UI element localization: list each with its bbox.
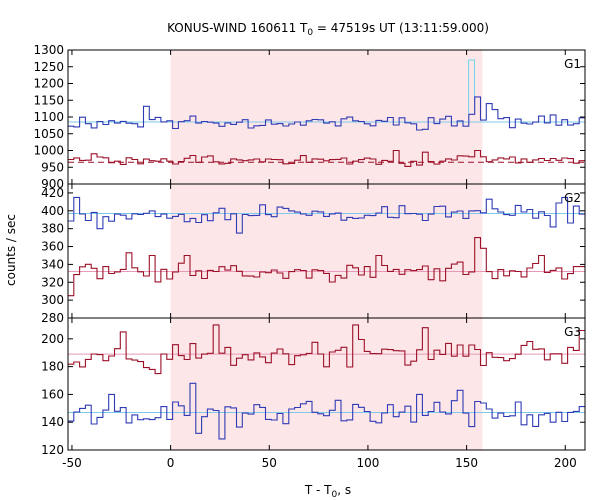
- y-tick-label: 1150: [33, 93, 64, 107]
- peak-bin: [468, 59, 476, 114]
- panel-label: G1: [564, 57, 581, 71]
- x-tick-label: 200: [554, 456, 577, 470]
- plot-area: 9009501000105011001150120012501300G12803…: [33, 43, 586, 470]
- red-light-curve: [68, 324, 585, 375]
- y-tick-label: 1000: [33, 144, 64, 158]
- panel-g3: 120 140 160 180 200 G3: [41, 317, 586, 457]
- y-tick-label: 1300: [33, 43, 64, 57]
- blue-light-curve: [68, 196, 585, 234]
- panel-frame: [67, 317, 586, 451]
- y-tick-label: 180: [41, 360, 64, 374]
- y-axis-label: counts / sec: [4, 214, 18, 286]
- blue-light-curve: [68, 382, 585, 440]
- y-tick-label: 1200: [33, 77, 64, 91]
- red-light-curve: [68, 237, 585, 297]
- y-tick-label: 300: [41, 293, 64, 307]
- x-tick-label: 150: [455, 456, 478, 470]
- x-tick-label: 0: [167, 456, 175, 470]
- y-tick-label: 200: [41, 332, 64, 346]
- y-tick-label: 420: [41, 186, 64, 200]
- y-tick-label: 400: [41, 204, 64, 218]
- red-light-curve: [68, 149, 585, 167]
- y-tick-label: 1050: [33, 127, 64, 141]
- chart-title: KONUS-WIND 160611 T0 = 47519s UT (13:11:…: [167, 21, 489, 38]
- y-tick-label: 120: [41, 443, 64, 457]
- blue-light-curve: [68, 96, 585, 131]
- y-tick-label: 340: [41, 257, 64, 271]
- y-tick-label: 140: [41, 415, 64, 429]
- y-tick-label: 380: [41, 222, 64, 236]
- shaded-interval: [170, 50, 483, 450]
- y-tick-label: 1100: [33, 110, 64, 124]
- x-axis-label: T - T0, s: [304, 483, 351, 500]
- panel-label: G3: [564, 325, 581, 339]
- y-tick-label: 950: [41, 160, 64, 174]
- x-tick-label: -50: [62, 456, 82, 470]
- y-tick-label: 900: [41, 177, 64, 191]
- panel-label: G2: [564, 191, 581, 205]
- y-tick-label: 160: [41, 387, 64, 401]
- x-tick-label: 50: [262, 456, 277, 470]
- y-tick-label: 360: [41, 240, 64, 254]
- x-tick-label: 100: [356, 456, 379, 470]
- y-tick-label: 320: [41, 275, 64, 289]
- y-tick-label: 280: [41, 311, 64, 325]
- y-tick-label: 1250: [33, 60, 64, 74]
